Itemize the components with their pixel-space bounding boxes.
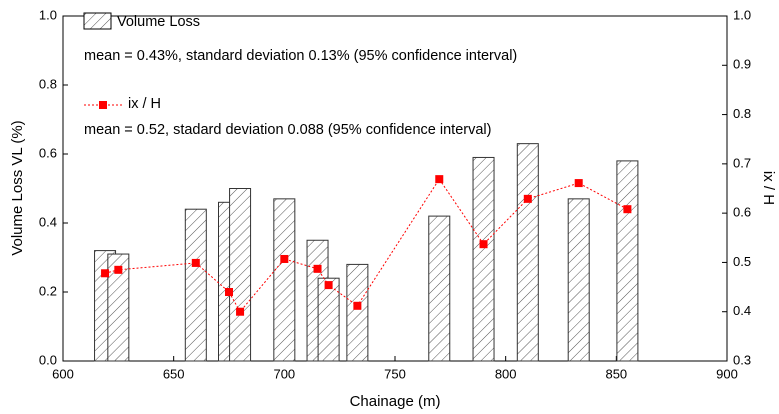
point (114, 265, 123, 274)
y-tick-label: 0.8 (39, 76, 57, 91)
point (280, 254, 289, 263)
y2-tick-label: 0.8 (733, 106, 751, 121)
y-tick-label: 0.4 (39, 214, 57, 229)
y-tick-label: 0.6 (39, 145, 57, 160)
legend-swatch (83, 12, 112, 30)
point (523, 194, 532, 203)
legend-label: ix / H (128, 96, 161, 112)
point (479, 240, 488, 249)
point (225, 288, 233, 296)
bar (428, 215, 451, 362)
bar (317, 277, 340, 362)
series-line (104, 178, 628, 313)
point (574, 179, 583, 188)
bar (472, 156, 495, 362)
y-axis-label: Volume Loss VL (%) (9, 120, 26, 255)
bar (516, 143, 539, 362)
point (236, 307, 245, 316)
bar (273, 198, 296, 362)
bar (567, 198, 590, 362)
x-tick-label: 700 (273, 366, 295, 381)
x-tick-label: 800 (495, 366, 517, 381)
x-tick-label: 600 (52, 366, 74, 381)
point (435, 175, 444, 184)
x-tick-label: 850 (605, 366, 627, 381)
point (313, 264, 322, 273)
y2-tick-label: 0.6 (733, 205, 751, 220)
annotation: mean = 0.43%, standard deviation 0.13% (… (84, 48, 517, 64)
legend-label: Volume Loss (117, 14, 200, 30)
bar (346, 263, 369, 362)
y-tick-label: 1.0 (39, 7, 57, 22)
y2-tick-label: 0.7 (733, 155, 751, 170)
y2-tick-label: 0.9 (733, 57, 751, 72)
point (353, 301, 362, 310)
x-axis-label: Chainage (m) (350, 393, 441, 410)
x-tick-label: 650 (163, 366, 185, 381)
x-tick-label: 750 (384, 366, 406, 381)
legend-marker (99, 101, 107, 109)
bar (107, 253, 130, 362)
y-tick-label: 0.2 (39, 283, 57, 298)
y2-tick-label: 1.0 (733, 7, 751, 22)
y2-axis-label: ix / H (760, 171, 777, 205)
point (101, 269, 110, 278)
y2-tick-label: 0.3 (733, 352, 751, 367)
y2-tick-label: 0.4 (733, 303, 751, 318)
bar (616, 160, 639, 362)
bar (184, 208, 207, 362)
point (623, 205, 632, 214)
point (324, 281, 333, 290)
point (191, 258, 200, 267)
annotation: mean = 0.52, stadard deviation 0.088 (95… (84, 122, 491, 138)
x-tick-label: 900 (716, 366, 738, 381)
y2-tick-label: 0.5 (733, 254, 751, 269)
bar (229, 188, 252, 362)
y-tick-label: 0.0 (39, 352, 57, 367)
